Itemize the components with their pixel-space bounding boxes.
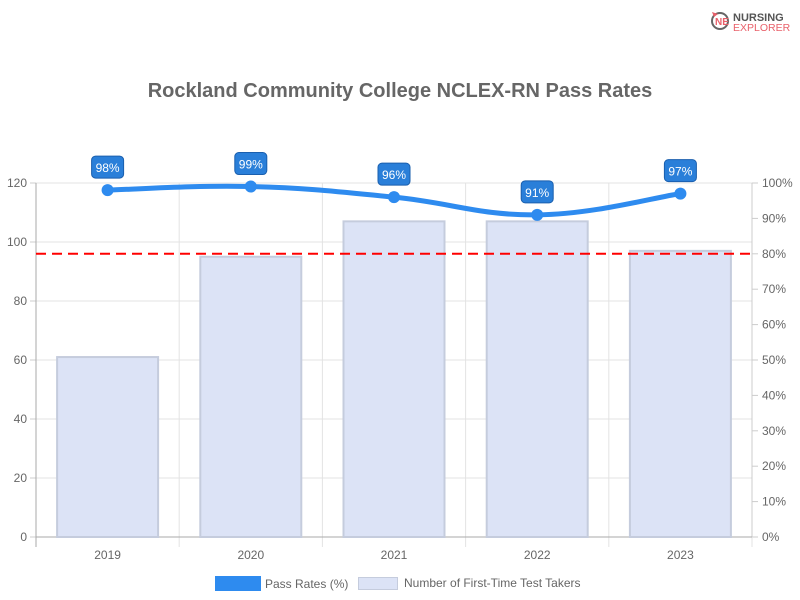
bar-2019 (56, 356, 160, 538)
nursing-explorer-logo[interactable]: NE NURSING EXPLORER (710, 9, 795, 33)
right-tick-label: 90% (762, 211, 786, 225)
pass-rate-point-2022 (531, 208, 544, 221)
left-tick-label: 120 (7, 176, 27, 190)
pass-rate-point-2021 (388, 191, 400, 204)
bar-2020 (199, 255, 303, 538)
left-tick-label: 80 (14, 294, 28, 308)
legend-swatch-bar (358, 576, 398, 590)
data-label-box (91, 155, 125, 179)
left-tick-label: 0 (20, 530, 27, 544)
data-label-box (520, 180, 554, 204)
pass-rate-point-2019 (101, 184, 114, 197)
right-tick-label: 60% (762, 318, 786, 332)
svg-text:NE: NE (715, 17, 729, 28)
data-label-box (377, 162, 411, 186)
legend-item-test-takers[interactable]: Number of First-Time Test Takers (358, 576, 580, 590)
left-tick-label: 60 (14, 353, 28, 367)
left-tick-label: 40 (14, 412, 28, 426)
right-tick-label: 0% (762, 530, 780, 544)
right-tick-label: 80% (762, 247, 786, 261)
left-tick-label: 20 (14, 471, 28, 485)
data-label-box (663, 159, 697, 183)
data-label: 96% (382, 168, 406, 182)
x-tick-label: 2020 (237, 548, 264, 562)
data-label: 99% (239, 158, 263, 172)
legend-item-pass-rates[interactable]: Pass Rates (%) (215, 576, 348, 591)
data-label: 91% (525, 186, 549, 200)
x-tick-label: 2021 (381, 548, 408, 562)
bar-2021 (342, 220, 446, 538)
bar-2022 (485, 220, 589, 538)
data-label: 98% (96, 161, 120, 175)
legend-label: Pass Rates (%) (265, 576, 349, 591)
right-tick-label: 20% (762, 459, 786, 473)
right-tick-label: 40% (762, 388, 786, 402)
right-tick-label: 50% (762, 353, 786, 367)
data-label-box (234, 152, 268, 176)
legend-swatch-line (215, 576, 261, 591)
pass-rate-point-2023 (674, 187, 687, 200)
x-tick-label: 2023 (667, 548, 694, 562)
bar-2023 (628, 249, 732, 538)
right-tick-label: 70% (762, 282, 786, 296)
pass-rate-point-2020 (244, 180, 257, 193)
right-tick-label: 10% (762, 495, 786, 509)
x-tick-label: 2022 (524, 548, 551, 562)
right-tick-label: 100% (762, 176, 793, 190)
legend-label: Number of First-Time Test Takers (404, 576, 581, 590)
right-tick-label: 30% (762, 424, 786, 438)
svg-text:NURSING: NURSING (733, 12, 784, 24)
data-label: 97% (668, 165, 692, 179)
left-tick-label: 100 (7, 235, 27, 249)
x-tick-label: 2019 (94, 548, 121, 562)
chart-title: Rockland Community College NCLEX-RN Pass… (147, 80, 653, 102)
svg-text:EXPLORER: EXPLORER (733, 22, 791, 33)
